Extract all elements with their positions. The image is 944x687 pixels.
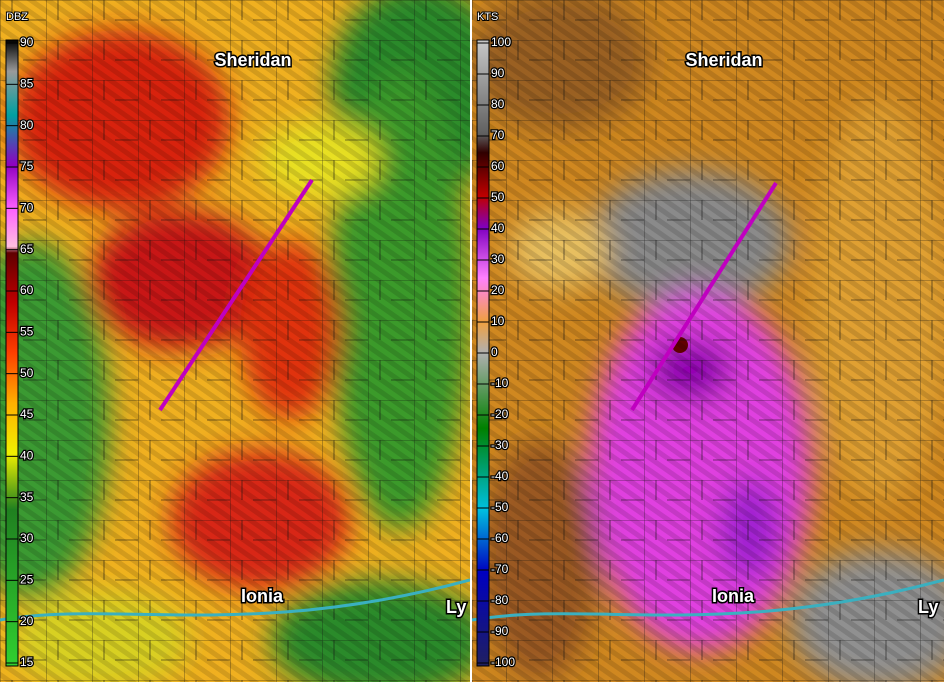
scale-label: 65 (20, 242, 34, 256)
scale-label: 55 (20, 325, 34, 339)
scale-label: 10 (491, 314, 505, 328)
scale-label: 60 (491, 159, 505, 173)
place-label: Ly (918, 597, 938, 617)
scale-label: 45 (20, 407, 34, 421)
scale-label: -10 (491, 376, 509, 390)
scale-label: -50 (491, 500, 509, 514)
unit-label: KTS (477, 11, 498, 23)
divider (470, 0, 472, 682)
place-label: Ly (446, 597, 466, 617)
scale-label: 35 (20, 490, 34, 504)
scale-label: 50 (491, 190, 505, 204)
scale-label: 85 (20, 77, 34, 91)
scale-label: -60 (491, 531, 509, 545)
place-label: Sheridan (214, 50, 291, 70)
scale-label: -30 (491, 438, 509, 452)
scale-label: -100 (491, 655, 515, 669)
scale-label: 40 (20, 449, 34, 463)
scale-label: -70 (491, 562, 509, 576)
place-label: Ionia (241, 586, 284, 606)
velocity-panel (472, 0, 944, 682)
place-label: Ionia (712, 586, 755, 606)
reflectivity-panel (0, 0, 470, 682)
scale-label: 90 (20, 35, 34, 49)
scale-label: 70 (491, 128, 505, 142)
scale-label: 30 (20, 531, 34, 545)
scale-label: 75 (20, 159, 34, 173)
scale-label: 25 (20, 573, 34, 587)
unit-label: DBZ (6, 11, 28, 23)
scale-label: 90 (491, 66, 505, 80)
scale-label: 60 (20, 283, 34, 297)
scale-label: -20 (491, 407, 509, 421)
scale-label: 80 (491, 97, 505, 111)
scale-label: -40 (491, 469, 509, 483)
scale-label: 0 (491, 345, 498, 359)
scale-label: -90 (491, 624, 509, 638)
scale-label: 20 (20, 614, 34, 628)
scale-label: 15 (20, 655, 34, 669)
scale-label: -80 (491, 593, 509, 607)
scale-label: 30 (491, 252, 505, 266)
scale-label: 20 (491, 283, 505, 297)
scale-label: 100 (491, 35, 511, 49)
scale-label: 50 (20, 366, 34, 380)
place-label: Sheridan (685, 50, 762, 70)
scale-label: 80 (20, 118, 34, 132)
scale-label: 70 (20, 201, 34, 215)
scale-label: 40 (491, 221, 505, 235)
